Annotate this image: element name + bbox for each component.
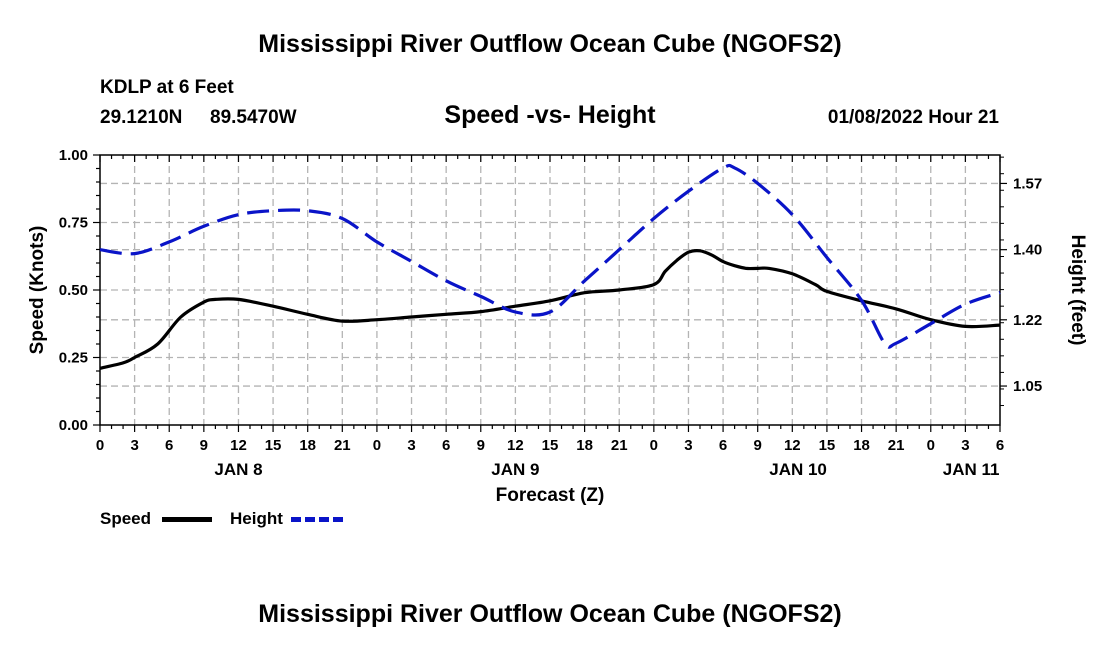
x-tick-label: 15: [265, 437, 282, 454]
x-tick-label: 6: [442, 437, 450, 454]
x-tick-label: 18: [576, 437, 593, 454]
y2-tick-label: 1.05: [1013, 378, 1042, 395]
y-tick-label: 0.50: [59, 282, 88, 299]
x-date-label: JAN 11: [943, 460, 1000, 479]
x-tick-label: 21: [888, 437, 905, 454]
x-tick-label: 3: [407, 437, 415, 454]
station-latitude: 29.1210N: [100, 107, 183, 128]
y-axis-title: Speed (Knots): [27, 226, 48, 355]
x-date-label: JAN 8: [214, 460, 262, 479]
y-tick-label: 0.00: [59, 417, 88, 434]
y2-tick-label: 1.57: [1013, 175, 1042, 192]
legend-label-speed: Speed: [100, 509, 152, 528]
x-tick-label: 9: [200, 437, 208, 454]
legend-swatch-speed: [162, 517, 212, 522]
x-date-label: JAN 10: [769, 460, 827, 479]
x-tick-label: 3: [961, 437, 969, 454]
x-tick-label: 15: [542, 437, 559, 454]
x-tick-label: 12: [230, 437, 247, 454]
series-line-speed: [99, 249, 1001, 370]
footer-title: Mississippi River Outflow Ocean Cube (NG…: [258, 600, 842, 628]
page-title: Mississippi River Outflow Ocean Cube (NG…: [258, 30, 842, 58]
x-tick-label: 0: [927, 437, 935, 454]
x-tick-label: 21: [334, 437, 351, 454]
station-name: KDLP at 6 Feet: [100, 77, 234, 98]
legend-label-height: Height: [230, 509, 283, 528]
x-tick-label: 15: [819, 437, 836, 454]
x-tick-label: 0: [373, 437, 381, 454]
x-tick-label: 0: [96, 437, 104, 454]
x-tick-label: 18: [299, 437, 316, 454]
x-tick-label: 3: [684, 437, 692, 454]
y-tick-label: 1.00: [59, 147, 88, 164]
x-tick-label: 6: [165, 437, 173, 454]
x-axis-title: Forecast (Z): [496, 485, 605, 506]
station-longitude: 89.5470W: [210, 107, 297, 128]
x-tick-label: 6: [996, 437, 1004, 454]
series-line-height: [99, 163, 1001, 349]
x-tick-label: 12: [784, 437, 801, 454]
y2-tick-label: 1.40: [1013, 242, 1042, 259]
x-date-label: JAN 9: [491, 460, 539, 479]
y2-axis-title: Height (feet): [1067, 235, 1088, 346]
x-tick-label: 3: [130, 437, 138, 454]
x-tick-label: 9: [477, 437, 485, 454]
x-tick-label: 6: [719, 437, 727, 454]
y-tick-label: 0.75: [59, 215, 88, 232]
x-tick-label: 12: [507, 437, 524, 454]
legend-swatch-height: [291, 517, 343, 522]
x-tick-label: 9: [754, 437, 762, 454]
chart-title: Speed -vs- Height: [444, 101, 656, 129]
y-tick-label: 0.25: [59, 350, 88, 367]
forecast-timestamp: 01/08/2022 Hour 21: [827, 107, 999, 128]
x-tick-label: 18: [853, 437, 870, 454]
y2-tick-label: 1.22: [1013, 312, 1042, 329]
x-tick-label: 0: [650, 437, 658, 454]
x-tick-label: 21: [611, 437, 628, 454]
